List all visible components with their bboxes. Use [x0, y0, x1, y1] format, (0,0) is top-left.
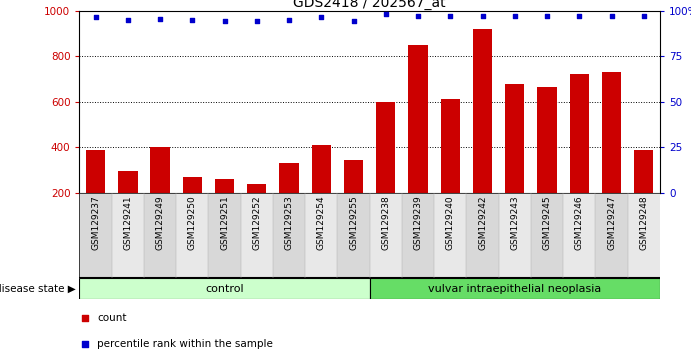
Bar: [370, 278, 660, 299]
Text: disease state ▶: disease state ▶: [0, 284, 76, 293]
Bar: [209, 193, 240, 278]
Bar: [273, 193, 305, 278]
Bar: [144, 193, 176, 278]
Bar: [627, 193, 660, 278]
Text: GSM129243: GSM129243: [510, 195, 520, 250]
Text: GSM129249: GSM129249: [155, 195, 164, 250]
Point: [542, 13, 553, 19]
Text: GSM129237: GSM129237: [91, 195, 100, 250]
Bar: [279, 163, 299, 239]
Bar: [531, 193, 563, 278]
Bar: [370, 193, 402, 278]
Point: [122, 17, 133, 23]
Bar: [312, 145, 331, 239]
Bar: [569, 74, 589, 239]
Text: GSM129254: GSM129254: [316, 195, 326, 250]
Bar: [337, 193, 370, 278]
Text: percentile rank within the sample: percentile rank within the sample: [97, 339, 273, 349]
Point: [219, 18, 230, 24]
Bar: [305, 193, 337, 278]
Bar: [376, 102, 395, 239]
Bar: [466, 193, 499, 278]
Text: GSM129239: GSM129239: [413, 195, 423, 250]
Bar: [499, 193, 531, 278]
Point: [413, 13, 424, 19]
Bar: [538, 87, 557, 239]
Text: GSM129250: GSM129250: [188, 195, 197, 250]
Bar: [402, 193, 434, 278]
Bar: [240, 193, 273, 278]
Point: [316, 15, 327, 20]
Text: GSM129248: GSM129248: [639, 195, 648, 250]
Bar: [247, 184, 267, 239]
Bar: [563, 193, 596, 278]
Bar: [86, 150, 105, 239]
Bar: [434, 193, 466, 278]
Bar: [112, 193, 144, 278]
Title: GDS2418 / 202567_at: GDS2418 / 202567_at: [294, 0, 446, 10]
Bar: [79, 278, 370, 299]
Bar: [634, 150, 654, 239]
Point: [187, 17, 198, 23]
Text: count: count: [97, 313, 126, 323]
Text: GSM129238: GSM129238: [381, 195, 390, 250]
Text: GSM129240: GSM129240: [446, 195, 455, 250]
Point: [79, 341, 91, 347]
Bar: [596, 193, 627, 278]
Text: GSM129251: GSM129251: [220, 195, 229, 250]
Text: vulvar intraepithelial neoplasia: vulvar intraepithelial neoplasia: [428, 284, 601, 293]
Bar: [79, 193, 112, 278]
Bar: [408, 45, 428, 239]
Bar: [473, 29, 492, 239]
Bar: [344, 160, 363, 239]
Point: [380, 11, 391, 17]
Bar: [182, 177, 202, 239]
Text: GSM129246: GSM129246: [575, 195, 584, 250]
Point: [574, 13, 585, 19]
Text: GSM129255: GSM129255: [349, 195, 358, 250]
Bar: [441, 99, 460, 239]
Point: [348, 18, 359, 24]
Text: GSM129253: GSM129253: [285, 195, 294, 250]
Point: [283, 17, 294, 23]
Text: control: control: [205, 284, 244, 293]
Text: GSM129245: GSM129245: [542, 195, 551, 250]
Bar: [215, 179, 234, 239]
Bar: [176, 193, 209, 278]
Bar: [151, 147, 170, 239]
Point: [477, 13, 488, 19]
Point: [79, 315, 91, 321]
Text: GSM129247: GSM129247: [607, 195, 616, 250]
Point: [606, 13, 617, 19]
Bar: [118, 171, 138, 239]
Bar: [505, 84, 524, 239]
Bar: [602, 72, 621, 239]
Point: [155, 16, 166, 22]
Text: GSM129241: GSM129241: [123, 195, 133, 250]
Text: GSM129252: GSM129252: [252, 195, 261, 250]
Point: [90, 15, 101, 20]
Point: [445, 13, 456, 19]
Text: GSM129242: GSM129242: [478, 195, 487, 250]
Point: [509, 13, 520, 19]
Point: [252, 18, 263, 24]
Point: [638, 13, 650, 19]
